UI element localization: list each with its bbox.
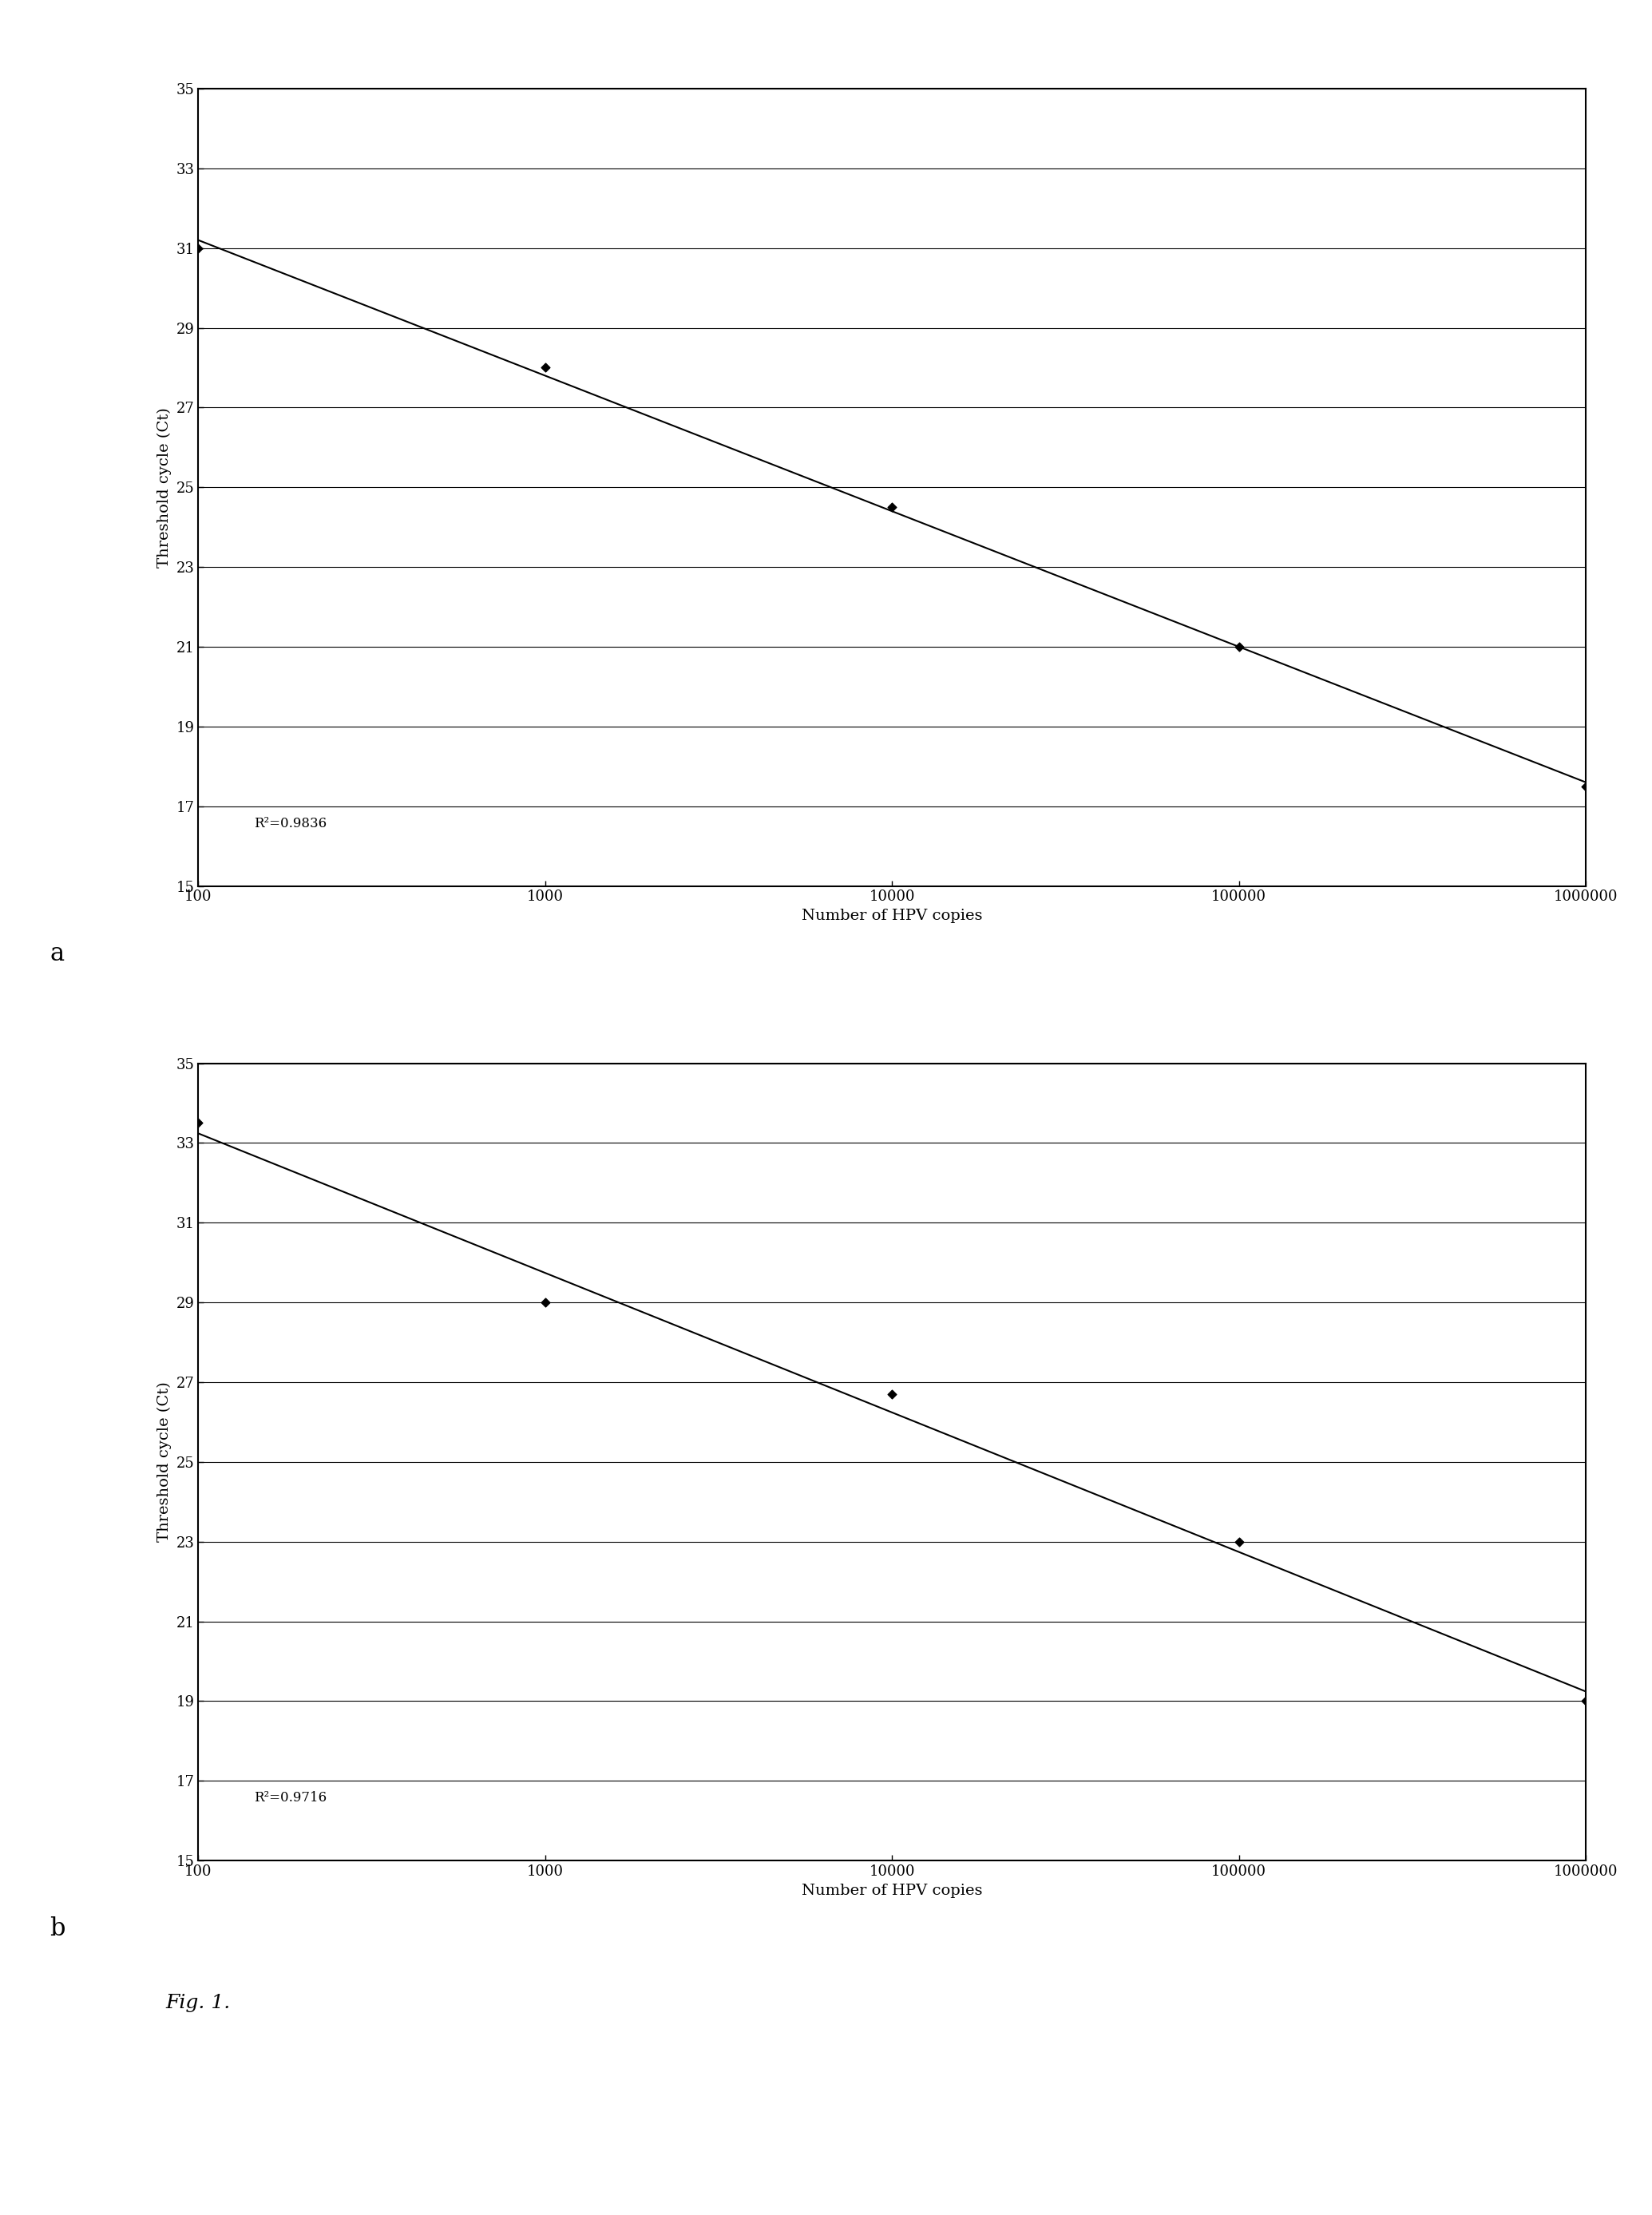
Y-axis label: Threshold cycle (Ct): Threshold cycle (Ct)	[157, 408, 172, 567]
Point	[879, 1376, 905, 1411]
Point	[1573, 1683, 1599, 1719]
Text: R²=0.9836: R²=0.9836	[254, 817, 327, 831]
Point	[1226, 629, 1252, 664]
Point	[532, 350, 558, 385]
Text: b: b	[50, 1916, 64, 1940]
X-axis label: Number of HPV copies: Number of HPV copies	[801, 908, 983, 924]
Point	[879, 490, 905, 525]
Point	[1573, 769, 1599, 804]
Text: Fig. 1.: Fig. 1.	[165, 1993, 230, 2011]
Text: R²=0.9716: R²=0.9716	[254, 1792, 327, 1805]
Point	[185, 1105, 211, 1141]
Point	[1226, 1524, 1252, 1559]
X-axis label: Number of HPV copies: Number of HPV copies	[801, 1883, 983, 1898]
Y-axis label: Threshold cycle (Ct): Threshold cycle (Ct)	[157, 1382, 172, 1542]
Point	[185, 230, 211, 266]
Text: a: a	[50, 941, 64, 966]
Point	[532, 1285, 558, 1320]
